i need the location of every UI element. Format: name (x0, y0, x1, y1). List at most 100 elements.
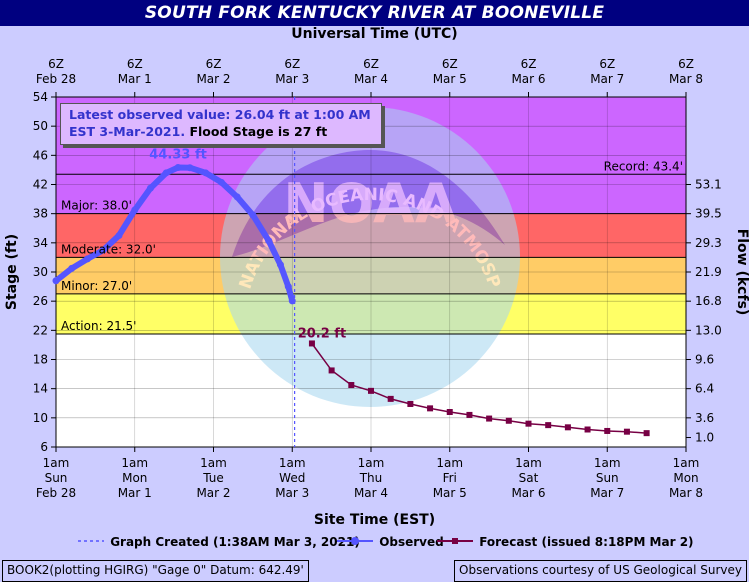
observed-point (276, 261, 284, 269)
utc-tick-top: 6Z (599, 57, 615, 71)
forecast-line (311, 343, 647, 434)
y-tick-label: 46 (33, 148, 48, 162)
observed-point (147, 184, 154, 192)
est-tick-date: Mar 3 (275, 486, 309, 500)
observed-point (202, 169, 210, 177)
est-tick-day: Tue (202, 471, 224, 485)
observed-point (99, 246, 107, 254)
title-bar (0, 0, 749, 26)
observed-point (162, 169, 170, 177)
observed-point (284, 283, 292, 291)
y-tick-label: 6 (40, 440, 48, 454)
latest-observed-box: Latest observed value: 26.04 ft at 1:00 … (60, 103, 382, 145)
forecast-point (623, 428, 630, 435)
utc-axis-title: Universal Time (UTC) (291, 26, 458, 42)
est-tick-day: Wed (279, 471, 305, 485)
observed-point (265, 237, 273, 245)
est-tick-time: 1am (673, 456, 700, 470)
observed-point (233, 193, 241, 201)
utc-tick-date: Mar 3 (275, 72, 309, 86)
forecast-point (427, 405, 434, 412)
est-tick-time: 1am (279, 456, 306, 470)
forecast-point (545, 422, 552, 429)
est-tick-time: 1am (43, 456, 70, 470)
y-tick-label: 22 (33, 323, 48, 337)
flow-tick-label: 39.5 (695, 207, 722, 221)
observed-point (217, 178, 225, 186)
forecast-point (407, 400, 414, 407)
forecast-line-icon (437, 538, 473, 544)
flow-tick-label: 3.6 (695, 411, 714, 425)
forecast-point (486, 415, 493, 422)
flow-tick-label: 6.4 (695, 382, 714, 396)
chart-title: SOUTH FORK KENTUCKY RIVER AT BOONEVILLE (144, 3, 605, 23)
est-tick-date: Mar 7 (590, 486, 624, 500)
est-tick-time: 1am (594, 456, 621, 470)
observed-point (131, 206, 139, 214)
dashed-line-icon (78, 540, 104, 542)
est-tick-date: Mar 6 (511, 486, 545, 500)
forecast-point (643, 430, 650, 437)
legend-graph-created-label: Graph Created (1:38AM Mar 3, 2021) (110, 535, 360, 549)
forecast-point (308, 340, 315, 347)
forecast-point (604, 427, 611, 434)
flow-tick-label: 16.8 (695, 294, 722, 308)
legend: Graph Created (1:38AM Mar 3, 2021) Obser… (0, 532, 749, 550)
y-tick-label: 14 (33, 382, 48, 396)
utc-tick-top: 6Z (284, 57, 300, 71)
forecast-point (466, 411, 473, 418)
utc-tick-date: Feb 28 (36, 72, 76, 86)
observed-point (186, 164, 194, 172)
forecast-point (387, 395, 394, 402)
flow-tick-label: 53.1 (695, 178, 722, 192)
observed-point (288, 297, 296, 305)
utc-tick-date: Mar 4 (354, 72, 388, 86)
threshold-label-major: Major: 38.0' (61, 199, 132, 213)
forecast-point (564, 424, 571, 431)
est-tick-time: 1am (200, 456, 227, 470)
est-tick-day: Fri (443, 471, 457, 485)
forecast-point (368, 387, 374, 394)
observations-credit: Observations courtesy of US Geological S… (454, 560, 747, 582)
est-tick-date: Mar 8 (669, 486, 703, 500)
est-tick-date: Mar 2 (196, 486, 230, 500)
observed-line-icon (337, 537, 373, 545)
flow-tick-label: 13.0 (695, 323, 722, 337)
est-tick-time: 1am (121, 456, 148, 470)
legend-forecast-label: Forecast (issued 8:18PM Mar 2) (479, 535, 694, 549)
observed-point (68, 264, 76, 272)
observed-point (115, 232, 123, 240)
utc-tick-date: Mar 7 (590, 72, 624, 86)
utc-tick-top: 6Z (206, 57, 222, 71)
datum-note: BOOK2(plotting HGIRG) "Gage 0" Datum: 64… (2, 560, 309, 582)
utc-tick-date: Mar 2 (196, 72, 230, 86)
data-series (52, 97, 650, 447)
legend-observed: Observed (335, 532, 444, 555)
y-tick-label: 26 (33, 294, 48, 308)
y-tick-label: 54 (33, 90, 48, 104)
flow-tick-label: 29.3 (695, 236, 722, 250)
est-tick-day: Mon (122, 471, 147, 485)
latest-observed-value: Latest observed value: 26.04 ft at 1:00 … (69, 107, 371, 122)
noaa-logo-bird (232, 150, 505, 257)
flood-stage-note: Flood Stage is 27 ft (189, 124, 328, 139)
flow-tick-label: 1.0 (695, 431, 714, 445)
utc-tick-date: Mar 5 (433, 72, 467, 86)
utc-tick-date: Mar 6 (511, 72, 545, 86)
observed-point (52, 277, 60, 285)
est-tick-time: 1am (436, 456, 463, 470)
utc-tick-date: Mar 8 (669, 72, 703, 86)
y-tick-label: 18 (33, 353, 48, 367)
est-tick-time: 1am (358, 456, 385, 470)
observed-point (84, 255, 91, 263)
site-time-axis-title: Site Time (EST) (313, 512, 436, 528)
utc-tick-top: 6Z (521, 57, 537, 71)
record-label: Record: 43.4' (604, 159, 683, 173)
threshold-label-action: Action: 21.5' (61, 319, 136, 333)
forecast-point (505, 417, 512, 424)
est-tick-date: Mar 4 (354, 486, 388, 500)
utc-tick-top: 6Z (48, 57, 64, 71)
utc-tick-date: Mar 1 (118, 72, 152, 86)
legend-observed-label: Observed (379, 535, 444, 549)
forecast-point (584, 426, 591, 433)
